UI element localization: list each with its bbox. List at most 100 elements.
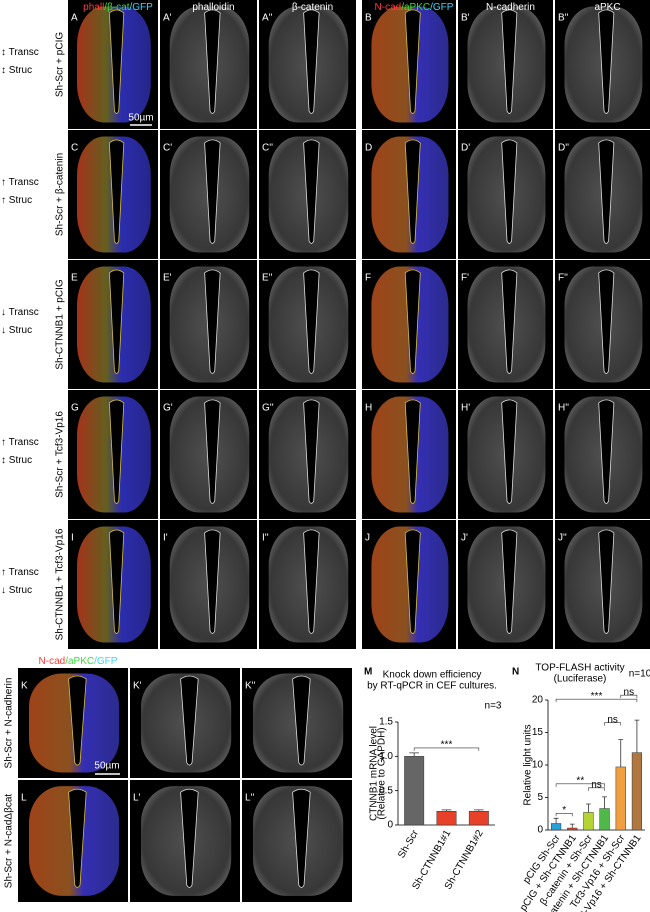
scale-bar-label: 50µm xyxy=(94,761,119,772)
channel-label-part: aPKC xyxy=(289,656,315,667)
panel-label: H' xyxy=(461,403,470,414)
channel-label-part: /GFP xyxy=(130,2,154,13)
panel-label: F' xyxy=(461,273,469,284)
bar xyxy=(631,752,643,831)
significance-label: *** xyxy=(591,691,603,702)
lumen xyxy=(303,139,320,244)
panel-label: E xyxy=(71,273,78,284)
lumen xyxy=(404,399,421,504)
panel-label: C xyxy=(71,143,78,154)
channel-label: N-cad/aPKC/GFP xyxy=(375,2,454,13)
y-tick-label: 5 xyxy=(537,792,543,803)
condition: ↓ Struc xyxy=(1,585,32,596)
channel-label-part: N-cadherin xyxy=(166,656,215,667)
y-tick-label: 1.0 xyxy=(379,751,393,762)
panel-label: N xyxy=(512,667,519,678)
lumen xyxy=(68,675,87,766)
significance-label: ns xyxy=(624,687,635,698)
lumen xyxy=(108,9,125,114)
lumen xyxy=(501,9,518,114)
lumen xyxy=(501,399,518,504)
panel-label: L xyxy=(21,793,27,804)
lumen xyxy=(303,399,320,504)
panel-label: I'' xyxy=(262,533,269,544)
error-bar xyxy=(569,823,575,829)
condition: ↑ Transc xyxy=(1,437,39,448)
lumen xyxy=(204,529,221,634)
lumen xyxy=(501,529,518,634)
significance-label: *** xyxy=(441,740,453,751)
lumen xyxy=(292,788,311,888)
panel-label: F xyxy=(365,273,371,284)
bar xyxy=(599,808,610,831)
lumen xyxy=(598,529,615,634)
significance-label: ns xyxy=(607,714,618,725)
channel-label-part: aPKC xyxy=(594,2,620,13)
channel-label-part: /β-cat xyxy=(104,2,129,13)
chart-title: TOP-FLASH activity xyxy=(535,663,624,674)
channel-label: β-catenin xyxy=(292,2,333,13)
lumen xyxy=(404,139,421,244)
panel-label: I xyxy=(71,533,74,544)
y-tick-label: 1.5 xyxy=(379,717,393,728)
significance-label: * xyxy=(562,805,566,816)
lumen xyxy=(108,139,125,244)
panel-label: H xyxy=(365,403,372,414)
sample-size: n=3 xyxy=(485,701,502,712)
panel-label: M xyxy=(364,667,372,678)
channel-label-part: N-cad xyxy=(375,2,402,13)
bar xyxy=(550,823,562,831)
channel-label-part: N-cadherin xyxy=(486,2,535,13)
channel-label: N-cadherin xyxy=(486,2,535,13)
bar xyxy=(436,811,457,826)
panel-label: B'' xyxy=(558,13,569,24)
row-label: Sh-Scr + β-catenin xyxy=(55,153,66,236)
y-axis-label: (Relative to GAPDH) xyxy=(377,727,388,819)
lumen xyxy=(598,9,615,114)
lumen xyxy=(501,139,518,244)
y-tick-label: 20 xyxy=(532,695,544,706)
bar xyxy=(567,827,578,831)
lumen xyxy=(204,9,221,114)
panel-label: K xyxy=(21,681,28,692)
significance-bracket xyxy=(604,722,622,726)
channel-label-part: /aPKC xyxy=(65,656,94,667)
row-label: Sh-Scr + Tcf3-Vp16 xyxy=(55,411,66,498)
channel-label: phall/β-cat/GFP xyxy=(83,2,153,13)
lumen xyxy=(108,399,125,504)
channel-label-part: /GFP xyxy=(94,656,118,667)
significance-bracket xyxy=(555,698,638,703)
error-bar xyxy=(473,809,484,812)
channel-label: phalloidin xyxy=(192,2,234,13)
bar xyxy=(404,756,425,826)
channel-label-part: phalloidin xyxy=(192,2,234,13)
channel-label-part: phall xyxy=(83,2,104,13)
panel-label: B' xyxy=(461,13,470,24)
panel-label: H'' xyxy=(558,403,569,414)
lumen xyxy=(180,788,199,888)
channel-label-part: /aPKC xyxy=(401,2,430,13)
lumen xyxy=(180,675,199,766)
chart-title: Knock down efficiency xyxy=(383,670,482,681)
significance-label: ** xyxy=(576,775,584,786)
bar xyxy=(468,811,489,826)
panel-label: A'' xyxy=(262,13,273,24)
panel-label: D'' xyxy=(558,143,569,154)
condition: ↓ Transc xyxy=(1,307,39,318)
significance-bracket xyxy=(588,787,605,791)
lumen xyxy=(303,269,320,374)
x-tick-label: Sh-Scr xyxy=(396,828,421,861)
channel-label: N-cad/aPKC/GFP xyxy=(39,656,118,667)
lumen xyxy=(598,139,615,244)
panel-label: I' xyxy=(163,533,168,544)
lumen xyxy=(204,399,221,504)
panel-label: A' xyxy=(163,13,172,24)
panel-label: A xyxy=(71,13,78,24)
panel-label: K' xyxy=(133,681,142,692)
bar xyxy=(583,812,594,831)
condition: ↑ Transc xyxy=(1,567,39,578)
lumen xyxy=(303,529,320,634)
panel-label: E'' xyxy=(262,273,273,284)
condition: ↑ Transc xyxy=(1,177,39,188)
